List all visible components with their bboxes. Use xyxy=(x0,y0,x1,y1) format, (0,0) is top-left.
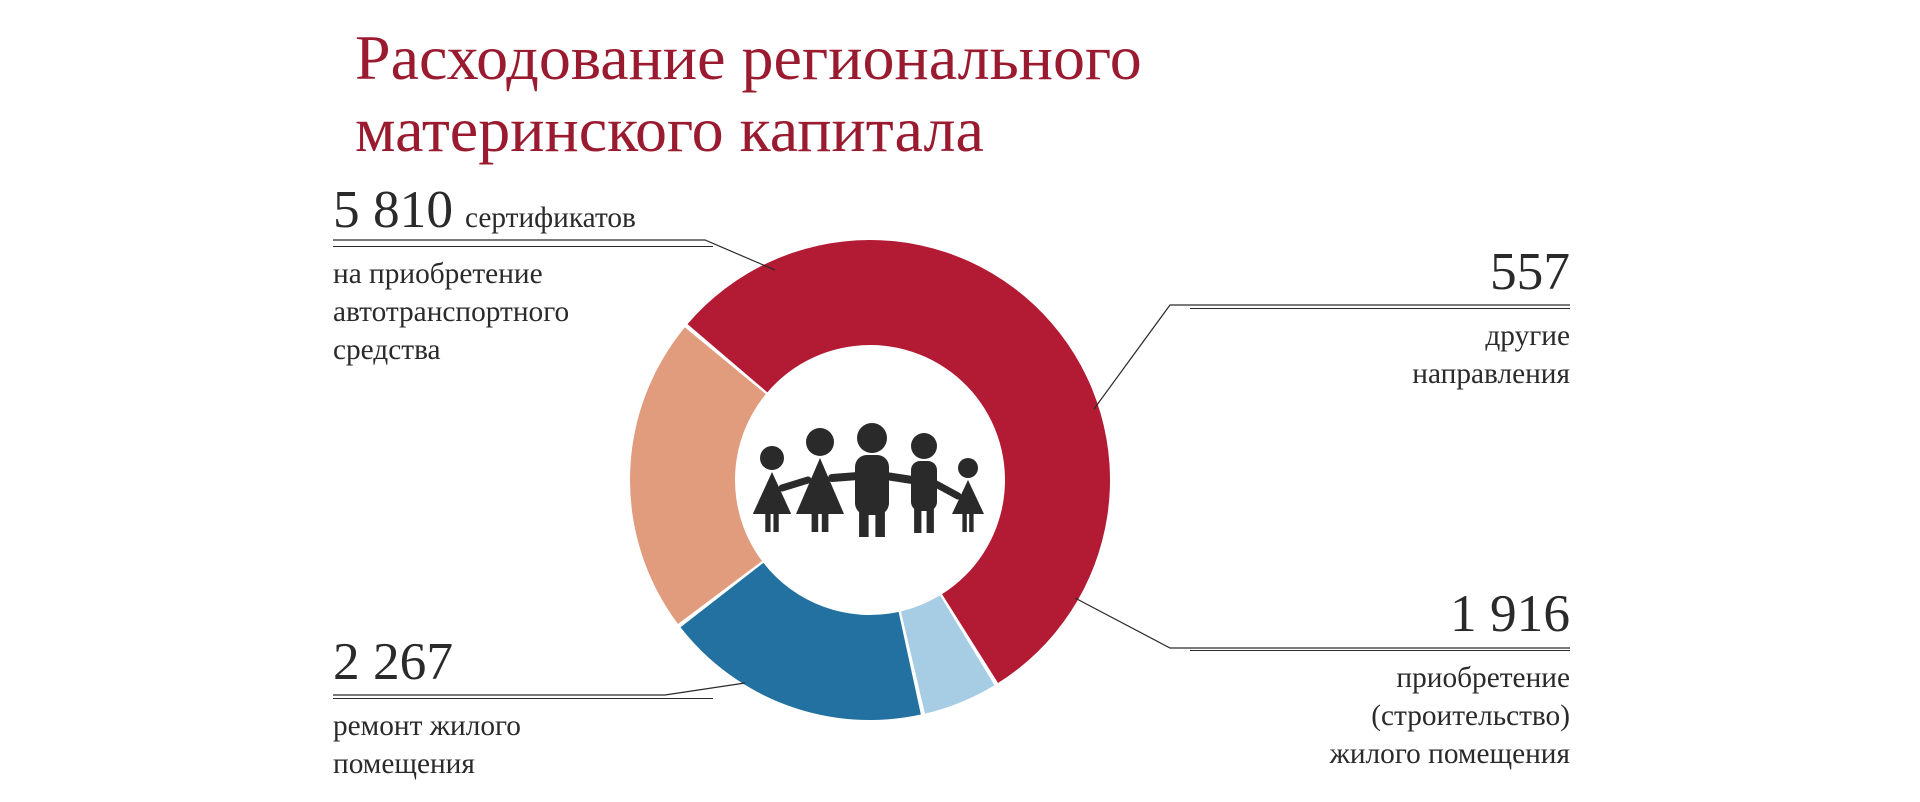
desc-renovation: ремонт жилого помещения xyxy=(333,707,713,783)
donut-chart xyxy=(0,0,1920,802)
callout-housing: 1 916 приобретение (строительство) жилог… xyxy=(1190,582,1570,773)
desc-vehicles: на приобретение автотранспортного средст… xyxy=(333,255,713,369)
desc-housing: приобретение (строительство) жилого поме… xyxy=(1190,659,1570,773)
value-other: 557 xyxy=(1490,240,1570,302)
callout-vehicles: 5 810 сертификатов на приобретение автот… xyxy=(333,178,713,369)
callout-divider xyxy=(333,246,713,247)
desc-other: другие направления xyxy=(1190,317,1570,393)
callout-divider xyxy=(1190,650,1570,651)
infographic-page: Расходование регионального материнского … xyxy=(0,0,1920,802)
value-housing: 1 916 xyxy=(1450,582,1570,644)
callout-other: 557 другие направления xyxy=(1190,240,1570,393)
callout-divider xyxy=(1190,308,1570,309)
callout-renovation: 2 267 ремонт жилого помещения xyxy=(333,630,713,783)
value-vehicles: 5 810 xyxy=(333,178,453,240)
callout-divider xyxy=(333,698,713,699)
value-renovation: 2 267 xyxy=(333,630,453,692)
unit-vehicles: сертификатов xyxy=(465,202,636,235)
family-icon xyxy=(753,423,984,537)
